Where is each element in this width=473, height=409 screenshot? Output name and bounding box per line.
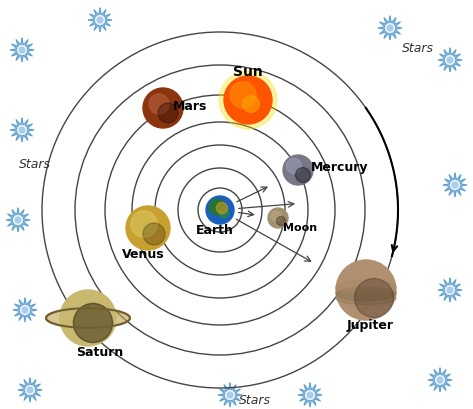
Circle shape (143, 223, 165, 245)
Circle shape (287, 159, 301, 173)
Circle shape (306, 391, 314, 399)
Circle shape (447, 287, 453, 293)
Circle shape (243, 96, 259, 112)
Text: Moon: Moon (283, 223, 317, 233)
Circle shape (452, 182, 458, 188)
Circle shape (209, 199, 225, 215)
Text: Mars: Mars (173, 99, 207, 112)
Polygon shape (218, 383, 242, 407)
Circle shape (26, 386, 34, 394)
Text: Venus: Venus (122, 249, 164, 261)
Text: Mercury: Mercury (311, 162, 369, 175)
Circle shape (271, 211, 281, 221)
Text: Stars: Stars (19, 159, 51, 171)
Circle shape (131, 211, 157, 237)
Circle shape (283, 155, 313, 185)
Polygon shape (10, 38, 34, 62)
Circle shape (96, 16, 104, 24)
Circle shape (18, 126, 26, 134)
Ellipse shape (336, 287, 396, 301)
Circle shape (219, 71, 277, 129)
Polygon shape (298, 383, 322, 407)
Polygon shape (18, 378, 42, 402)
Ellipse shape (336, 291, 396, 305)
Circle shape (224, 76, 272, 124)
Circle shape (277, 216, 286, 225)
Circle shape (27, 387, 33, 393)
Circle shape (296, 168, 310, 182)
Circle shape (158, 103, 178, 123)
Text: Earth: Earth (196, 223, 234, 236)
Circle shape (14, 216, 22, 224)
Circle shape (230, 82, 256, 108)
Polygon shape (378, 16, 402, 40)
Text: Stars: Stars (239, 393, 271, 407)
Polygon shape (88, 8, 112, 32)
Circle shape (143, 88, 183, 128)
Ellipse shape (336, 280, 396, 294)
Circle shape (336, 260, 396, 320)
Text: Stars: Stars (402, 41, 434, 54)
Circle shape (126, 206, 170, 250)
Polygon shape (438, 48, 462, 72)
Text: Saturn: Saturn (76, 346, 123, 359)
Circle shape (60, 290, 116, 346)
Polygon shape (428, 368, 452, 392)
Circle shape (387, 25, 393, 31)
Polygon shape (438, 278, 462, 302)
Circle shape (436, 376, 444, 384)
Circle shape (149, 94, 169, 114)
Circle shape (73, 303, 113, 343)
Circle shape (354, 279, 394, 317)
Polygon shape (6, 208, 30, 232)
Polygon shape (10, 118, 34, 142)
Circle shape (447, 57, 453, 63)
Text: Sun: Sun (233, 65, 263, 79)
Circle shape (19, 47, 25, 53)
Circle shape (22, 307, 28, 313)
Circle shape (97, 17, 103, 23)
Circle shape (451, 181, 459, 189)
Circle shape (386, 24, 394, 32)
Circle shape (19, 127, 25, 133)
Circle shape (446, 286, 454, 294)
Circle shape (18, 46, 26, 54)
Polygon shape (443, 173, 467, 197)
Ellipse shape (46, 308, 130, 328)
Circle shape (206, 196, 234, 224)
Circle shape (219, 208, 229, 218)
Circle shape (307, 392, 313, 398)
Circle shape (268, 208, 288, 228)
Circle shape (226, 391, 234, 399)
Circle shape (15, 217, 21, 223)
Polygon shape (13, 298, 37, 322)
Circle shape (446, 56, 454, 64)
Circle shape (437, 377, 443, 383)
Circle shape (227, 392, 233, 398)
Text: Jupiter: Jupiter (347, 319, 394, 332)
Circle shape (217, 202, 228, 213)
Circle shape (21, 306, 29, 314)
